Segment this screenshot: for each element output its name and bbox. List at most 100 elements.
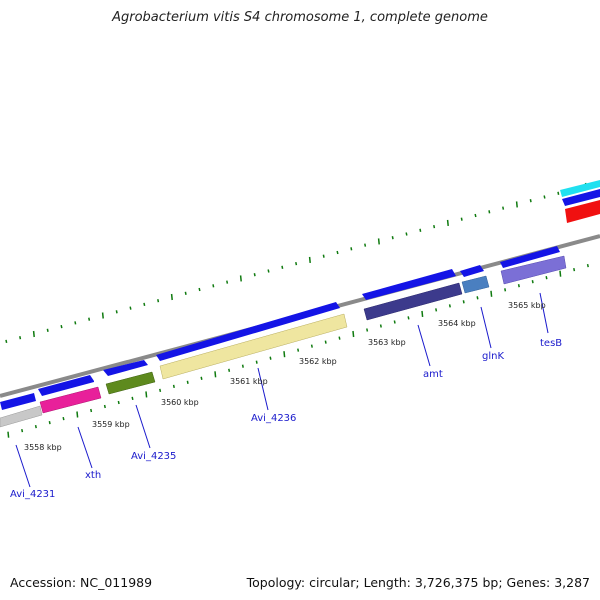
outer-tick — [515, 201, 518, 208]
axis-labels: 3558 kbp 3559 kbp 3560 kbp 3561 kbp 3562… — [24, 301, 546, 452]
inner-tick — [366, 328, 369, 332]
leader-line — [539, 292, 549, 334]
gene-label: tesB — [540, 338, 562, 349]
inner-tick — [407, 316, 410, 320]
outer-tick — [46, 328, 49, 332]
inner-tick — [241, 364, 244, 368]
inner-tick — [200, 376, 203, 380]
outer-tick — [364, 243, 367, 247]
inner-tick — [379, 324, 382, 328]
inner-tick — [559, 270, 562, 277]
outer-tick — [336, 250, 339, 255]
outer-tick — [60, 324, 63, 329]
outer-tick — [157, 299, 160, 303]
inner-tick — [448, 304, 451, 308]
cds-arrow — [362, 269, 456, 300]
outer-tick — [377, 238, 380, 245]
axis-label: 3563 kbp — [368, 338, 406, 347]
cds-arrow — [460, 265, 484, 277]
cds-arrow — [562, 189, 600, 206]
inner-tick — [462, 300, 465, 304]
inner-tick — [131, 396, 134, 401]
cds-arrow — [38, 375, 94, 396]
gene-label: Avi_4235 — [131, 451, 176, 462]
outer-tick — [101, 312, 104, 319]
feature-bar-olive — [105, 371, 156, 395]
inner-tick — [421, 310, 424, 317]
inner-tick — [21, 428, 24, 433]
outer-tick — [433, 224, 436, 229]
feature-bar-cyan — [560, 180, 600, 197]
outer-tick — [212, 284, 215, 288]
map-title: Agrobacterium vitis S4 chromosome 1, com… — [112, 10, 488, 25]
feature-row — [0, 180, 600, 428]
inner-tick — [90, 408, 93, 413]
leader-line — [257, 367, 269, 411]
gene-label: Avi_4231 — [10, 489, 55, 500]
inner-tick — [145, 391, 148, 398]
accession-text: Accession: NC_011989 — [10, 575, 153, 590]
feature-bar-magenta — [39, 386, 102, 414]
leader-line — [417, 324, 431, 367]
inner-tick — [172, 384, 175, 389]
outer-tick — [226, 280, 229, 284]
inner-tick — [34, 424, 37, 429]
inner-tick — [435, 308, 438, 312]
gene-label: Avi_4236 — [251, 413, 296, 424]
inner-tick — [504, 288, 507, 292]
inner-tick — [159, 388, 162, 393]
outer-tick — [239, 275, 242, 282]
gene-leaders — [15, 292, 549, 488]
inner-tick — [76, 411, 79, 418]
outer-tick — [446, 219, 449, 226]
feature-bar-grey — [0, 405, 43, 428]
cds-arrow — [500, 246, 560, 268]
inner-tick — [476, 296, 479, 300]
inner-tick — [573, 267, 576, 272]
outer-tick — [543, 195, 546, 199]
feature-bar-khaki — [159, 313, 348, 380]
genome-stats-text: Topology: circular; Length: 3,726,375 bp… — [246, 575, 590, 590]
gene-labels: Avi_4231 xth Avi_4235 Avi_4236 amt glnK … — [10, 338, 562, 500]
feature-bar-lavender — [500, 255, 567, 285]
inner-tick — [517, 284, 520, 288]
inner-tick — [255, 360, 258, 364]
inner-tick — [7, 431, 10, 438]
outer-tick — [474, 213, 477, 218]
outer-tick — [281, 265, 284, 269]
axis-label: 3561 kbp — [230, 377, 268, 386]
feature-bar-steel — [461, 275, 490, 294]
outer-tick — [32, 330, 35, 338]
outer-tick — [350, 247, 353, 251]
inner-tick — [338, 336, 341, 340]
outer-tick — [198, 287, 201, 292]
outer-tick — [460, 217, 463, 221]
outer-tick — [419, 228, 422, 232]
inner-tick — [103, 404, 106, 409]
axis-label: 3562 kbp — [299, 357, 337, 366]
gene-label: xth — [85, 470, 101, 481]
outer-tick — [488, 210, 491, 214]
inner-tick — [228, 368, 231, 372]
outer-tick — [253, 273, 256, 277]
outer-tick — [308, 256, 311, 263]
outer-tick — [184, 291, 187, 295]
inner-tick — [324, 340, 327, 344]
outer-tick — [267, 269, 270, 273]
gene-label: amt — [423, 369, 443, 380]
inner-tick — [214, 371, 217, 378]
inner-tick — [310, 344, 313, 348]
outer-tick — [295, 261, 298, 266]
outer-tick — [170, 293, 173, 301]
cds-arrow — [0, 393, 36, 410]
leader-line — [135, 404, 151, 449]
cds-arrow — [156, 302, 340, 361]
outer-tick — [74, 321, 77, 325]
inner-tick — [297, 348, 300, 352]
axis-label: 3560 kbp — [161, 398, 199, 407]
axis-label: 3565 kbp — [508, 301, 546, 310]
inner-tick — [490, 290, 493, 297]
inner-tick — [117, 400, 120, 405]
outer-tick — [129, 306, 132, 310]
